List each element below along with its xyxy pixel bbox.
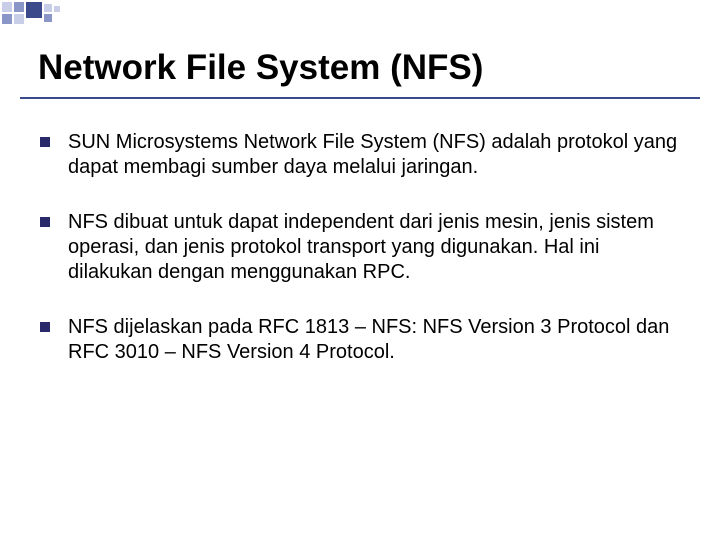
bullet-marker-icon <box>40 322 50 332</box>
bullet-marker-icon <box>40 137 50 147</box>
title-area: Network File System (NFS) <box>38 48 690 88</box>
bullet-marker-icon <box>40 217 50 227</box>
deco-square <box>14 14 24 24</box>
deco-square <box>54 6 60 12</box>
deco-square <box>26 2 42 18</box>
bullet-text: NFS dibuat untuk dapat independent dari … <box>68 210 680 285</box>
deco-square <box>44 4 52 12</box>
bullet-item: NFS dibuat untuk dapat independent dari … <box>40 210 680 285</box>
bullet-text: NFS dijelaskan pada RFC 1813 – NFS: NFS … <box>68 315 680 365</box>
deco-square <box>14 2 24 12</box>
content-area: SUN Microsystems Network File System (NF… <box>40 130 680 395</box>
deco-square <box>2 14 12 24</box>
deco-square <box>2 2 12 12</box>
slide-title: Network File System (NFS) <box>38 48 690 88</box>
corner-decoration <box>0 0 120 32</box>
bullet-item: SUN Microsystems Network File System (NF… <box>40 130 680 180</box>
deco-square <box>44 14 52 22</box>
title-underline <box>20 97 700 99</box>
bullet-item: NFS dijelaskan pada RFC 1813 – NFS: NFS … <box>40 315 680 365</box>
bullet-text: SUN Microsystems Network File System (NF… <box>68 130 680 180</box>
